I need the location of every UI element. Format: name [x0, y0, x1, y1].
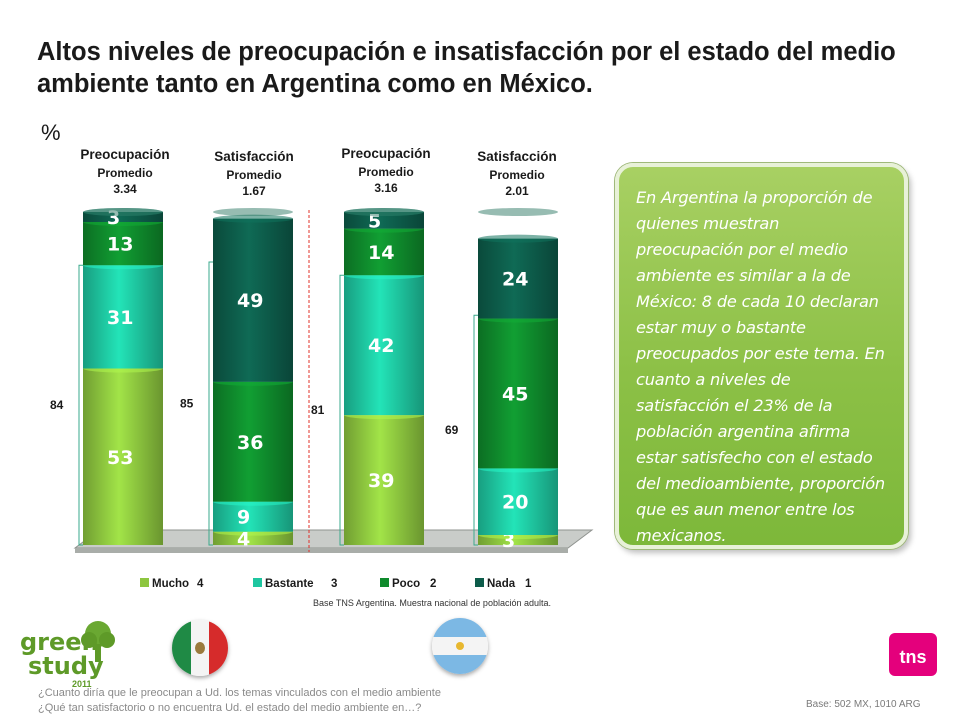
bar-segment-bastante: [344, 275, 424, 416]
legend-code-mucho: 4: [197, 578, 204, 590]
header-name: Preocupación: [80, 147, 170, 162]
bar-segment-nada: [478, 238, 558, 319]
logo-year: 2011: [72, 679, 92, 689]
bar-top-cap: [478, 208, 558, 216]
callout-box: En Argentina la proporción de quienes mu…: [615, 163, 908, 549]
bar-segment-top-nada: [213, 214, 293, 223]
bar-top-cap: [83, 208, 163, 216]
bar-segment-poco: [83, 221, 163, 266]
header-satisfaccion-ar: Satisfacción Promedio 2.01: [447, 149, 587, 198]
data-label: 20: [502, 492, 528, 514]
bracket-label: 85: [180, 396, 194, 410]
header-avg-label: Promedio: [97, 166, 153, 180]
bar-segment-mucho: [344, 415, 424, 545]
header-avg-value: 1.67: [242, 184, 266, 198]
bar-segment-nada: [344, 212, 424, 229]
bar-segment-poco: [344, 228, 424, 276]
bar-segment-nada: [213, 218, 293, 382]
data-label: 31: [107, 307, 133, 329]
tree-icon: [81, 621, 115, 662]
bracket: [78, 264, 83, 546]
data-label: 24: [502, 269, 528, 291]
question-2: ¿Qué tan satisfactorio o no encuentra Ud…: [38, 702, 422, 714]
bracket: [473, 314, 478, 546]
data-label: 13: [107, 234, 133, 256]
bar-segment-bastante: [213, 501, 293, 532]
legend-code-nada: 1: [525, 578, 532, 590]
bracket: [208, 261, 213, 546]
bracket: [339, 274, 344, 546]
bar-segment-poco: [478, 318, 558, 469]
logo-line2: study: [28, 652, 104, 680]
tns-logo: tns: [889, 633, 937, 676]
bar-segment-nada: [83, 212, 163, 222]
legend-label-bastante: Bastante: [265, 578, 314, 590]
bar-segment-top-nada: [478, 234, 558, 243]
bracket-label: 84: [50, 398, 64, 412]
bracket-label: 69: [445, 423, 459, 437]
question-1: ¿Cuanto diría que le preocupan a Ud. los…: [38, 687, 441, 699]
header-avg-value: 3.16: [374, 181, 398, 195]
mexico-flag-icon: [172, 620, 228, 676]
legend-label-mucho: Mucho: [152, 578, 189, 590]
base-note: Base TNS Argentina. Muestra nacional de …: [313, 598, 551, 608]
legend-swatch-mucho: [140, 578, 149, 587]
bar-segment-mucho: [83, 368, 163, 545]
bar-top-cap: [213, 208, 293, 216]
percent-label: %: [41, 120, 61, 145]
header-avg-value: 2.01: [505, 184, 529, 198]
bar-segment-bastante: [83, 265, 163, 369]
legend-label-poco: Poco: [392, 578, 420, 590]
legend-code-poco: 2: [430, 578, 436, 590]
data-label: 3: [502, 530, 515, 552]
header-satisfaccion-mx: Satisfacción Promedio 1.67: [184, 149, 324, 198]
legend-label-nada: Nada: [487, 578, 516, 590]
legend-swatch-bastante: [253, 578, 262, 587]
logo-line1: green: [20, 628, 99, 656]
data-label: 42: [368, 335, 394, 357]
chart-floor-edge: [75, 548, 568, 553]
data-label: 45: [502, 383, 528, 405]
data-label: 49: [237, 290, 263, 312]
data-label: 36: [237, 432, 263, 454]
bracket-label: 81: [311, 403, 325, 417]
legend-swatch-nada: [475, 578, 484, 587]
slide-title: Altos niveles de preocupación e insatisf…: [37, 38, 896, 98]
legend-code-bastante: 3: [331, 578, 337, 590]
header-avg-label: Promedio: [358, 165, 414, 179]
header-preocupacion-ar: Preocupación Promedio 3.16: [316, 146, 456, 195]
data-label: 9: [237, 507, 250, 529]
data-label: 14: [368, 242, 394, 264]
legend-swatch-poco: [380, 578, 389, 587]
green-study-logo: green study 2011: [20, 621, 120, 689]
bar-segment-bastante: [478, 468, 558, 536]
data-label: 53: [107, 447, 133, 469]
callout-text: En Argentina la proporción de quienes mu…: [636, 188, 885, 545]
header-name: Satisfacción: [214, 149, 294, 164]
bar-segment-mucho: [478, 535, 558, 545]
header-avg-value: 3.34: [113, 182, 137, 196]
header-avg-label: Promedio: [226, 168, 282, 182]
data-label: 4: [237, 528, 250, 550]
base-footer: Base: 502 MX, 1010 ARG: [806, 699, 921, 710]
header-name: Satisfacción: [477, 149, 557, 164]
header-avg-label: Promedio: [489, 168, 545, 182]
data-label: 39: [368, 470, 394, 492]
header-name: Preocupación: [341, 146, 431, 161]
bar-top-cap: [344, 208, 424, 216]
bar-segment-poco: [213, 381, 293, 502]
header-preocupacion-mx: Preocupación Promedio 3.34: [55, 147, 195, 196]
argentina-flag-icon: [432, 618, 488, 674]
